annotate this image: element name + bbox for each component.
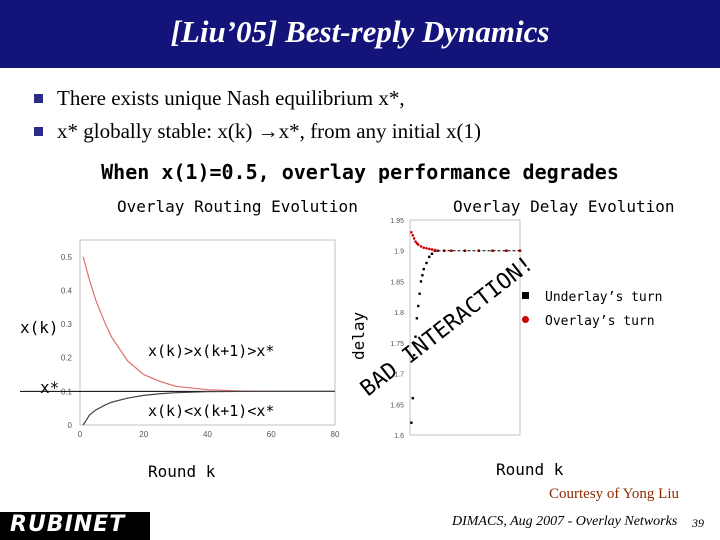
- left-x-tick-label: 0: [78, 430, 83, 439]
- left-y-tick-label: 0: [68, 421, 73, 430]
- overlay-point: [433, 248, 437, 252]
- bullet-2: x* globally stable: x(k) →x*, from any i…: [34, 119, 481, 144]
- right-y-tick-label: 1.95: [390, 218, 404, 225]
- underlay-point: [414, 335, 417, 338]
- right-chart: 1.6 1.65 1.7 1.75 1.8 1.85 1.9 1.95: [390, 218, 522, 440]
- slide-title: [Liu’05] Best-reply Dynamics: [170, 14, 550, 49]
- right-y-tick-label: 1.6: [394, 433, 404, 440]
- right-y-tick-label: 1.75: [390, 341, 404, 348]
- overlay-point: [414, 240, 417, 243]
- left-plot-frame: [79, 239, 336, 426]
- underlay-point: [411, 396, 414, 400]
- footer-venue: DIMACS, Aug 2007 - Overlay Networks: [452, 514, 678, 529]
- overlay-point: [449, 249, 453, 253]
- left-y-tick-label: 0.3: [61, 320, 73, 329]
- left-series-line-1: [82, 256, 335, 392]
- subheading: When x(1)=0.5, overlay performance degra…: [101, 160, 619, 184]
- legend-overlay-label: Overlay’s turn: [545, 314, 655, 329]
- left-x-tick-label: 40: [203, 430, 212, 439]
- underlay-point: [418, 292, 421, 295]
- overlay-point: [422, 246, 426, 249]
- title-bar: [0, 0, 720, 68]
- overlay-point: [427, 247, 431, 251]
- equilibrium-label: x*: [40, 378, 60, 397]
- underlay-point: [421, 274, 424, 277]
- footer-logo-bar: [0, 512, 150, 540]
- credit-text: Courtesy of Yong Liu: [549, 486, 680, 502]
- bullet-square-icon: [34, 93, 43, 103]
- left-x-tick-label: 60: [267, 430, 276, 439]
- right-y-tick-label: 1.65: [390, 402, 404, 409]
- right-y-tick-label: 1.9: [394, 249, 404, 256]
- overlay-point: [412, 237, 416, 240]
- bullet-1: There exists unique Nash equilibrium x*,: [34, 86, 405, 111]
- underlay-point: [430, 252, 434, 255]
- legend-underlay-label: Underlay’s turn: [545, 290, 663, 305]
- left-y-tick-label: 0.4: [61, 286, 73, 295]
- left-series-line-2: [82, 390, 335, 426]
- right-y-tick-label: 1.7: [394, 372, 404, 379]
- bullet-1-text: There exists unique Nash equilibrium x*,: [57, 86, 405, 110]
- overlay-point: [416, 243, 420, 246]
- right-chart-xlabel: Round k: [496, 460, 564, 479]
- left-y-tick-label: 0.1: [61, 387, 73, 396]
- overlay-point: [419, 245, 423, 248]
- left-y-tick-label: 0.5: [61, 253, 73, 262]
- left-chart-xlabel: Round k: [148, 462, 216, 481]
- right-chart-title: Overlay Delay Evolution: [453, 197, 675, 216]
- right-y-tick-label: 1.8: [394, 310, 404, 317]
- rubinet-logo: RUBINET: [10, 512, 126, 537]
- bullet-2-text: x* globally stable: x(k) →x*, from any i…: [57, 119, 481, 143]
- left-y-tick-label: 0.2: [61, 354, 73, 363]
- overlay-point: [430, 248, 434, 251]
- left-chart-title: Overlay Routing Evolution: [117, 197, 358, 216]
- overlay-point: [425, 246, 428, 250]
- underlay-point: [417, 304, 420, 308]
- left-x-tick-label: 80: [331, 430, 340, 439]
- legend-circle-icon: [522, 316, 529, 323]
- left-chart-ylabel: x(k): [20, 318, 59, 337]
- overlay-point: [410, 230, 413, 234]
- lower-curve-label: x(k)<x(k+1)<x*: [148, 402, 275, 420]
- underlay-point: [422, 267, 425, 271]
- underlay-point: [425, 261, 428, 265]
- overlay-point: [504, 249, 508, 253]
- overlay-point: [411, 234, 415, 237]
- right-plot-frame: [409, 219, 521, 436]
- legend-square-icon: [522, 292, 529, 299]
- underlay-point: [412, 353, 416, 357]
- underlay-point: [410, 421, 413, 424]
- underlay-point: [419, 280, 423, 283]
- right-y-tick-label: 1.85: [390, 279, 404, 286]
- left-x-tick-label: 20: [139, 430, 148, 439]
- left-chart: 0 0.1 0.2 0.3 0.4 0.5 0 20 40 60 80: [20, 239, 340, 439]
- upper-curve-label: x(k)>x(k+1)>x*: [148, 342, 275, 360]
- underlay-point: [415, 317, 419, 320]
- bullet-square-icon: [34, 126, 43, 136]
- page-number: 39: [692, 516, 704, 530]
- right-chart-ylabel: delay: [349, 311, 368, 360]
- overlay-point: [518, 249, 522, 253]
- underlay-point: [428, 255, 431, 259]
